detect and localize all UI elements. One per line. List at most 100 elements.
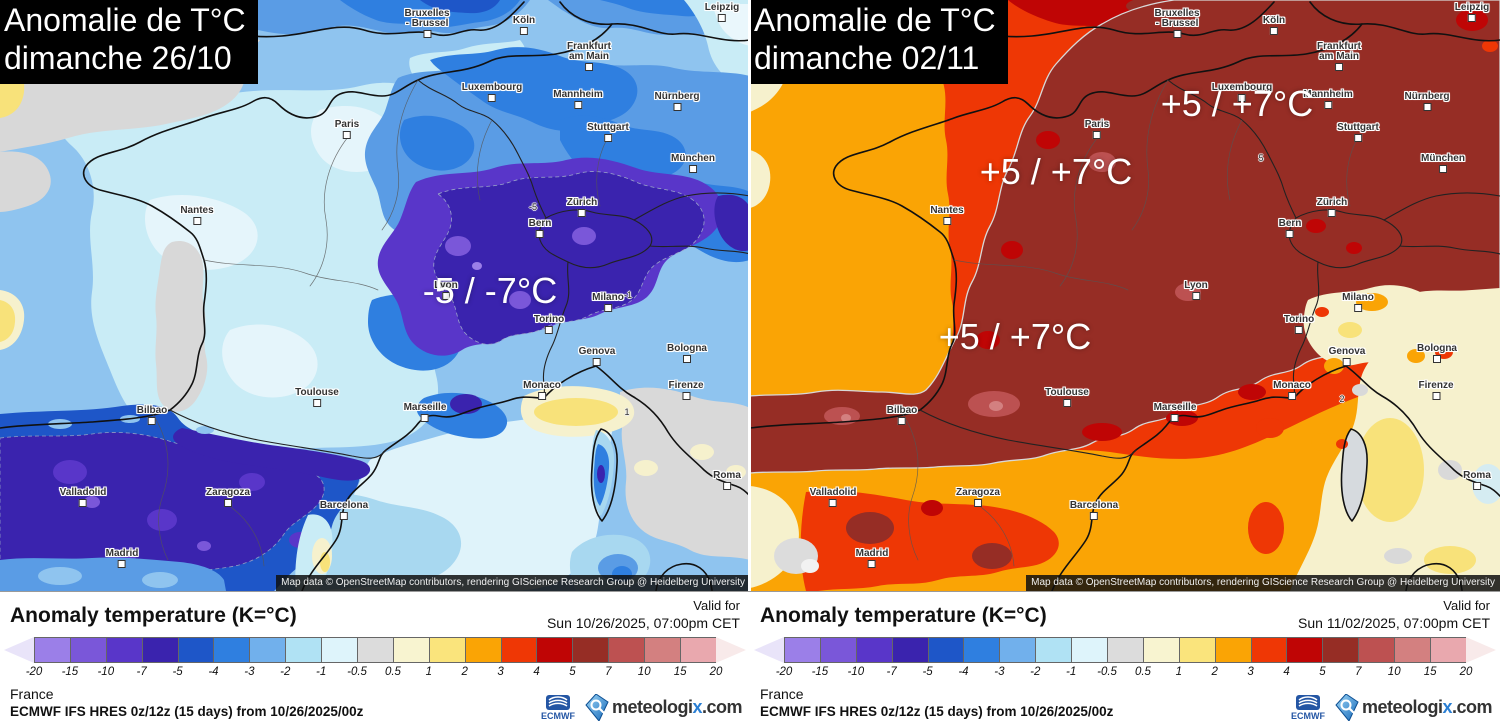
city-marker xyxy=(1238,94,1246,102)
city-marker xyxy=(722,482,731,490)
city-marker xyxy=(1270,27,1278,35)
anomaly-annotation: +5 / +7°C xyxy=(938,316,1092,357)
city-marker xyxy=(1089,512,1098,520)
city-name: Bern xyxy=(1278,218,1302,229)
valid-for-datetime: Sun 10/26/2025, 07:00pm CET xyxy=(546,615,740,631)
city-name: Nantes xyxy=(180,205,214,216)
scale-tick-label: 7 xyxy=(1355,666,1362,678)
scale-tick-label: -10 xyxy=(847,666,865,678)
city-name: Köln xyxy=(512,15,536,26)
city-name: Bruxelles xyxy=(1154,8,1200,19)
city-marker xyxy=(683,355,691,363)
scale-segment xyxy=(927,637,964,663)
scale-tick-label: -15 xyxy=(61,666,79,678)
scale-tick-label: -7 xyxy=(136,666,147,678)
city-marker xyxy=(681,392,690,400)
ecmwf-logo[interactable]: ECMWF xyxy=(541,695,575,721)
city-name: Frankfurt xyxy=(567,41,611,52)
city-name: Zaragoza xyxy=(206,487,250,498)
map-title: Anomalie de T°C dimanche 02/11 xyxy=(750,0,1008,84)
logos: ECMWF meteologix.com xyxy=(541,694,743,721)
city-label: Madrid xyxy=(856,549,888,568)
scale-segment xyxy=(1430,637,1466,663)
city-name: Barcelona xyxy=(319,500,369,511)
city-name: Genova xyxy=(1328,346,1366,357)
city-name: Leipzig xyxy=(1454,2,1490,13)
city-label: Zürich xyxy=(566,197,598,217)
city-label: Nürnberg xyxy=(655,92,700,111)
scale-segment xyxy=(999,637,1036,663)
city-name: Mannheim xyxy=(1303,89,1353,100)
legend-title: Anomaly temperature (K=°C) xyxy=(10,604,297,627)
city-marker xyxy=(1467,14,1476,22)
city-marker xyxy=(1343,358,1351,366)
scale-tick-label: -3 xyxy=(244,666,255,678)
map-panel-cold: Leipzig Bruxelles - Brussel Köln Frankfurt am… xyxy=(0,0,750,591)
scale-segment xyxy=(213,637,250,663)
city-marker xyxy=(603,134,612,142)
color-scale xyxy=(4,637,746,663)
scale-segment xyxy=(608,637,645,663)
contour-label: -1 xyxy=(623,290,633,300)
city-label: Monaco xyxy=(1273,381,1311,400)
meteologix-logo[interactable]: meteologix.com xyxy=(585,694,743,721)
city-marker xyxy=(1423,103,1431,111)
city-name: Valladolid xyxy=(809,487,857,498)
city-name: München xyxy=(1421,153,1465,164)
city-name: - Brussel xyxy=(405,18,449,29)
scale-segment xyxy=(500,637,537,663)
scale-tick-label: 15 xyxy=(1423,666,1437,678)
city-name: Lyon xyxy=(1184,280,1208,291)
city-marker xyxy=(312,399,321,407)
city-marker xyxy=(673,103,681,111)
scale-tick-label: 2 xyxy=(1211,666,1218,678)
city-name: Toulouse xyxy=(1045,387,1089,398)
map-overlay-warm: Leipzig Bruxelles - Brussel Köln Frankfurt am… xyxy=(750,0,1500,591)
city-marker xyxy=(148,417,156,425)
map-panel-warm: Leipzig Bruxelles - Brussel Köln Frankfurt am… xyxy=(750,0,1500,591)
scale-tick-label: -20 xyxy=(775,666,793,678)
city-name: Stuttgart xyxy=(1337,122,1379,133)
scale-tick-label: 3 xyxy=(1247,666,1254,678)
contour-label: 1 xyxy=(624,407,630,417)
city-label: Stuttgart xyxy=(587,123,629,142)
scale-tick-label: -0.5 xyxy=(347,666,367,678)
city-name: Luxembourg xyxy=(1211,82,1273,93)
color-scale-ticks: -20 -15 -10 -7 -5 -4 -3 -2 -1 -0.5 0.5 1 2 3 4 5 7 10 15 20 xyxy=(754,666,1496,684)
city-label: Zaragoza xyxy=(206,488,250,507)
city-label: Köln xyxy=(1263,16,1285,35)
city-label: Luxembourg xyxy=(1211,82,1273,102)
scale-segment xyxy=(321,637,358,663)
color-scale-ticks: -20 -15 -10 -7 -5 -4 -3 -2 -1 -0.5 0.5 1 2 3 4 5 7 10 15 20 xyxy=(4,666,746,684)
city-name: Stuttgart xyxy=(587,122,629,133)
ecmwf-label: ECMWF xyxy=(1290,711,1325,721)
scale-tick-label: -2 xyxy=(1030,666,1041,678)
contour-label: 2 xyxy=(1339,394,1345,404)
city-name: Zürich xyxy=(566,197,598,208)
city-marker xyxy=(1438,165,1447,173)
city-marker xyxy=(717,14,726,22)
city-marker xyxy=(1288,392,1296,400)
scale-tick-label: -2 xyxy=(280,666,291,678)
scale-arrow-right xyxy=(1465,637,1496,663)
scale-segment xyxy=(1035,637,1072,663)
ecmwf-logo[interactable]: ECMWF xyxy=(1291,695,1325,721)
city-marker xyxy=(578,209,586,217)
city-marker xyxy=(343,131,351,139)
city-marker xyxy=(118,560,126,568)
scale-segment xyxy=(1358,637,1395,663)
city-label: Bern xyxy=(1278,218,1302,238)
city-name: Torino xyxy=(1283,314,1315,325)
city-label: Barcelona xyxy=(320,501,368,520)
city-label: Leipzig xyxy=(1455,3,1489,22)
meteologix-logo[interactable]: meteologix.com xyxy=(1335,694,1493,721)
city-name: Mannheim xyxy=(553,89,603,100)
city-label: Madrid xyxy=(106,549,138,568)
city-name: Monaco xyxy=(523,380,561,391)
city-label: Bern xyxy=(529,219,551,238)
scale-arrow-right xyxy=(715,637,746,663)
scale-segment xyxy=(285,637,322,663)
city-marker xyxy=(224,499,232,507)
map-title: Anomalie de T°C dimanche 26/10 xyxy=(0,0,258,84)
